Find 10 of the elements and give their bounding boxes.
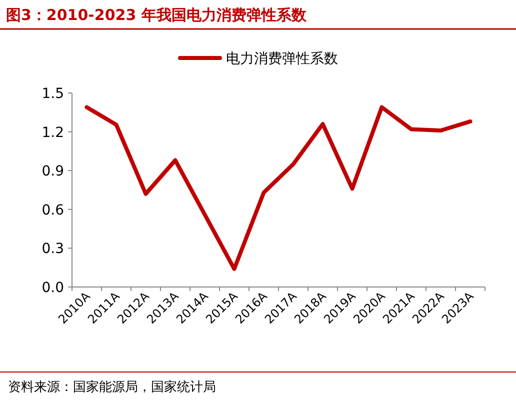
y-tick-label: 1.2 <box>42 124 64 141</box>
y-tick-label: 0.3 <box>42 241 64 258</box>
y-tick-label: 0.0 <box>42 280 64 296</box>
text: 资料来源：国家能源局，国家统计局 <box>8 379 216 395</box>
legend-label: 电力消费弹性系数 <box>226 51 338 67</box>
y-tick-label: 0.6 <box>42 202 64 218</box>
y-tick-label: 0.9 <box>42 164 64 180</box>
chart-title: 图3：2010-2023 年我国电力消费弹性系数 <box>6 6 308 24</box>
y-tick-label: 1.5 <box>42 86 64 102</box>
line-series <box>84 105 472 271</box>
